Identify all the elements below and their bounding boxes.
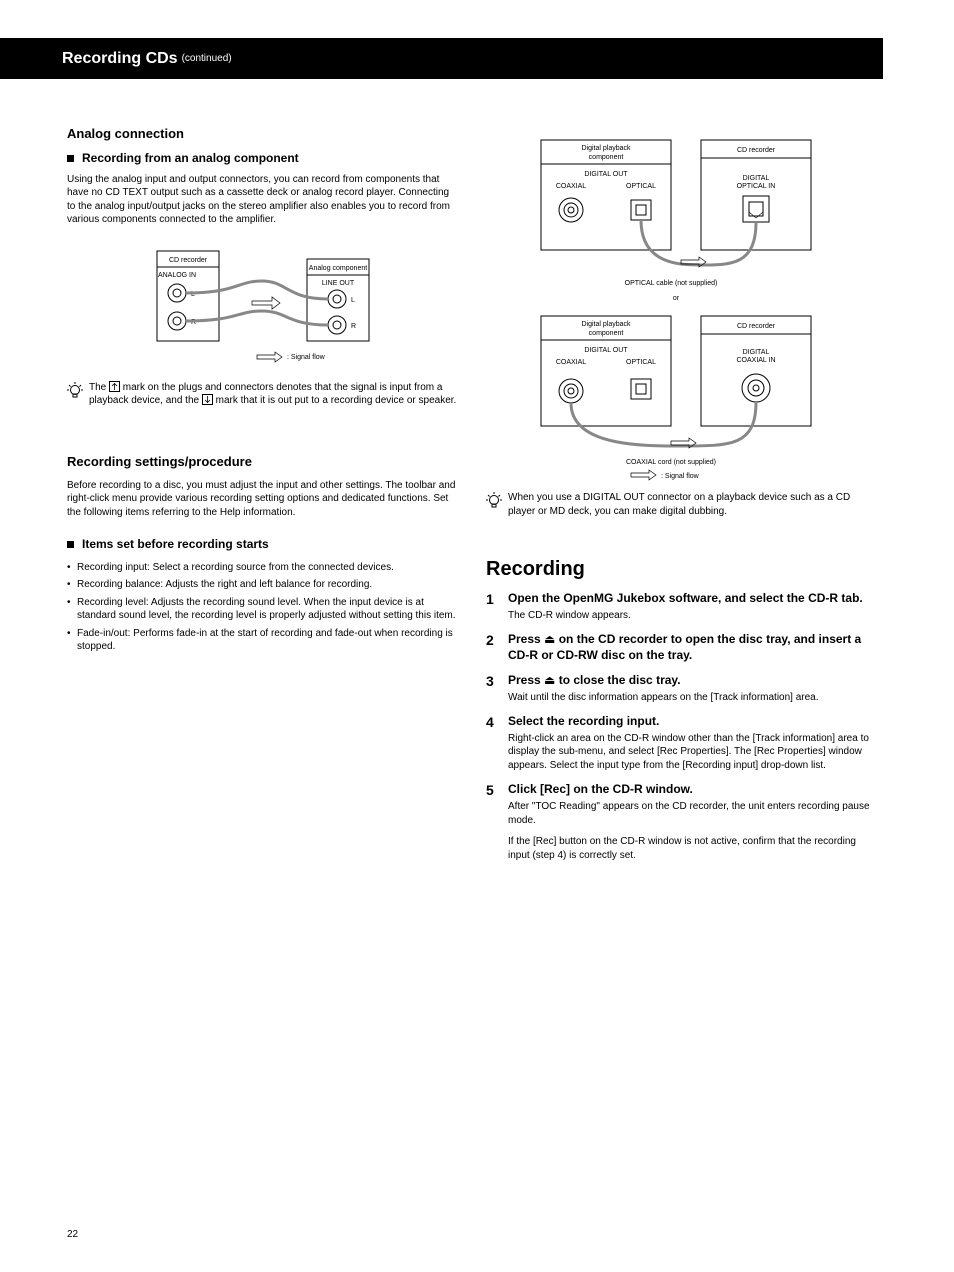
tip2-row: When you use a DIGITAL OUT connector on … [486,491,876,518]
step2-title: Press ⏏ on the CD recorder to open the d… [508,632,876,663]
svg-text:component: component [589,330,624,337]
step5-title: Click [Rec] on the CD-R window. [508,782,876,798]
step3-title: Press ⏏ to close the disc tray. [508,673,876,689]
svg-text:OPTICAL: OPTICAL [626,183,656,190]
step4-sub: Right-click an area on the CD-R window o… [508,732,876,773]
svg-text:COAXIAL cord (not supplied): COAXIAL cord (not supplied) [626,459,716,466]
block2-title-row: Items set before recording starts [67,537,457,553]
recording-steps: 1 Open the OpenMG Jukebox software, and … [486,591,876,862]
block1-title: Recording from an analog component [82,151,299,167]
block1-title-row: Recording from an analog component [67,151,457,167]
svg-text:ANALOG IN: ANALOG IN [158,272,196,279]
step-5: 5 Click [Rec] on the CD-R window. After … [486,782,876,862]
svg-text:LINE OUT: LINE OUT [322,280,355,287]
svg-text:CD recorder: CD recorder [737,323,776,330]
step-number: 5 [486,782,508,862]
svg-text:: Signal flow: : Signal flow [287,354,326,361]
input-mark-icon [109,381,120,392]
header-title: Recording CDs [62,50,178,68]
square-bullet-icon [67,155,74,162]
step-number: 3 [486,673,508,704]
step3-sub: Wait until the disc information appears … [508,691,876,705]
tip2-text: When you use a DIGITAL OUT connector on … [508,491,876,518]
svg-text:: Signal flow: : Signal flow [661,473,700,480]
svg-text:COAXIAL: COAXIAL [556,183,586,190]
svg-text:Digital playback: Digital playback [581,321,631,328]
step1-sub: The CD-R window appears. [508,609,876,623]
step-number: 2 [486,632,508,663]
recording-heading: Recording [486,558,876,581]
step-4: 4 Select the recording input. Right-clic… [486,714,876,772]
step-number: 1 [486,591,508,622]
svg-text:DIGITAL: DIGITAL [743,175,770,182]
left-column: Analog connection Recording from an anal… [67,126,457,654]
digital-coaxial-diagram: Digital playback component DIGITAL OUT C… [521,306,841,481]
svg-text:Analog component: Analog component [309,265,367,272]
digital-optical-diagram: Digital playback component DIGITAL OUT C… [521,130,841,300]
svg-text:DIGITAL OUT: DIGITAL OUT [584,171,628,178]
step5-sub: After "TOC Reading" appears on the CD re… [508,800,876,827]
svg-text:L: L [351,297,355,304]
svg-text:DIGITAL OUT: DIGITAL OUT [584,347,628,354]
block2-title: Items set before recording starts [82,537,269,553]
svg-text:or: or [673,295,680,300]
tip1-row: The mark on the plugs and connectors den… [67,381,457,408]
section-header-bar: Recording CDs (continued) [0,38,883,79]
recording-settings-heading: Recording settings/procedure [67,454,457,469]
svg-text:R: R [351,323,356,330]
svg-text:CD recorder: CD recorder [737,147,776,154]
diag-left-label: CD recorder [169,257,208,264]
svg-text:OPTICAL: OPTICAL [626,359,656,366]
svg-text:OPTICAL IN: OPTICAL IN [737,183,776,190]
svg-text:component: component [589,154,624,161]
output-mark-icon [202,394,213,405]
tip1-text: The mark on the plugs and connectors den… [89,381,457,408]
page-number: 22 [67,1229,78,1240]
block1-body: Using the analog input and output connec… [67,173,457,227]
right-column: Digital playback component DIGITAL OUT C… [486,126,876,872]
svg-text:DIGITAL: DIGITAL [743,349,770,356]
svg-text:COAXIAL: COAXIAL [556,359,586,366]
analog-connection-diagram: CD recorder ANALOG IN L R Analog compone… [137,241,387,371]
svg-text:COAXIAL IN: COAXIAL IN [736,357,775,364]
lightbulb-icon [486,492,502,510]
settings-bullets: •Recording input: Select a recording sou… [67,561,457,654]
step-1: 1 Open the OpenMG Jukebox software, and … [486,591,876,622]
step-3: 3 Press ⏏ to close the disc tray. Wait u… [486,673,876,704]
step-number: 4 [486,714,508,772]
svg-text:OPTICAL cable (not supplied): OPTICAL cable (not supplied) [625,280,718,287]
header-continued: (continued) [182,53,232,64]
step4-title: Select the recording input. [508,714,876,730]
lightbulb-icon [67,382,83,400]
step5-note: If the [Rec] button on the CD-R window i… [508,835,876,862]
step1-title: Open the OpenMG Jukebox software, and se… [508,591,876,607]
square-bullet-icon [67,541,74,548]
analog-connection-heading: Analog connection [67,126,457,141]
svg-text:Digital playback: Digital playback [581,145,631,152]
step-2: 2 Press ⏏ on the CD recorder to open the… [486,632,876,663]
recording-settings-body: Before recording to a disc, you must adj… [67,479,457,520]
